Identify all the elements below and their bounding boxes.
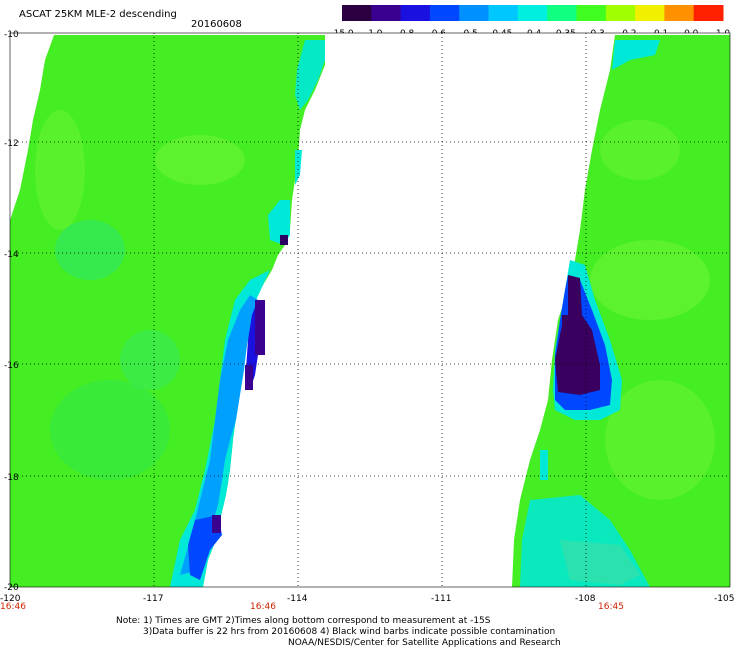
- colorbar-swatch: [400, 5, 431, 21]
- note-line-2: 3)Data buffer is 22 hrs from 20160608 4)…: [143, 627, 556, 637]
- colorbar-swatch: [664, 5, 695, 21]
- map-date: 20160608: [191, 19, 242, 30]
- x-tick-label: -117: [143, 594, 163, 604]
- gridlines: [10, 33, 730, 587]
- colorbar-swatch: [371, 5, 402, 21]
- x-tick-label: -111: [431, 594, 451, 604]
- colorbar-swatch: [459, 5, 490, 21]
- time-labels: 16:46 16:46 16:45: [0, 602, 624, 612]
- x-tick-label: -114: [287, 594, 308, 604]
- y-tick-label: -10: [4, 30, 19, 40]
- colorbar-swatch: [547, 5, 577, 21]
- colorbar-swatch: [693, 5, 724, 21]
- x-tick-label: -108: [575, 594, 596, 604]
- y-tick-label: -18: [4, 473, 19, 483]
- y-tick-label: -20: [4, 583, 19, 593]
- note-line-3: NOAA/NESDIS/Center for Satellite Applica…: [288, 638, 561, 648]
- colorbar-swatch: [635, 5, 665, 21]
- y-tick-label: -14: [4, 250, 19, 260]
- plot-frame: [9, 32, 731, 588]
- colorbar-swatch: [342, 5, 372, 21]
- colorbar-swatch: [429, 5, 460, 21]
- note-line-1: Note: 1) Times are GMT 2)Times along bot…: [116, 616, 491, 626]
- left-swath: [10, 35, 325, 587]
- colorbar-swatch: [488, 5, 519, 21]
- y-tick-labels: -10 -12 -14 -16 -18 -20: [4, 30, 19, 593]
- x-tick-labels: -120 -117 -114 -111 -108 -105: [0, 594, 734, 604]
- colorbar-swatch: [605, 5, 636, 21]
- time-label: 16:45: [598, 602, 624, 612]
- right-swath: [512, 35, 730, 587]
- x-tick-label: -120: [0, 594, 21, 604]
- colorbar-swatch: [576, 5, 607, 21]
- time-label: 16:46: [250, 602, 276, 612]
- time-label: 16:46: [0, 602, 26, 612]
- y-tick-label: -16: [4, 361, 19, 371]
- map-title: ASCAT 25KM MLE-2 descending: [19, 9, 177, 20]
- y-tick-label: -12: [4, 139, 19, 149]
- x-tick-label: -105: [714, 594, 734, 604]
- colorbar-swatch: [517, 5, 548, 21]
